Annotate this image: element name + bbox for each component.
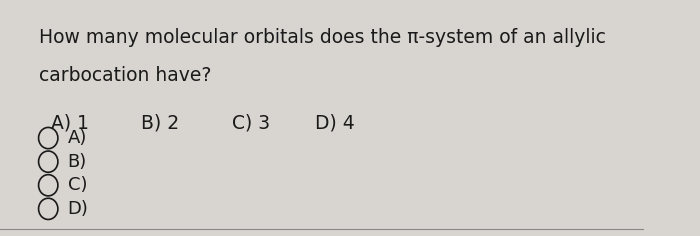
Text: A): A): [67, 129, 87, 147]
Text: D): D): [67, 200, 88, 218]
Text: A) 1: A) 1: [51, 113, 90, 132]
Text: How many molecular orbitals does the π-system of an allylic: How many molecular orbitals does the π-s…: [38, 28, 606, 47]
Text: carbocation have?: carbocation have?: [38, 66, 211, 85]
Text: B) 2: B) 2: [141, 113, 180, 132]
Text: B): B): [67, 153, 87, 171]
Text: D) 4: D) 4: [315, 113, 355, 132]
Text: C): C): [67, 176, 87, 194]
Text: C) 3: C) 3: [232, 113, 270, 132]
